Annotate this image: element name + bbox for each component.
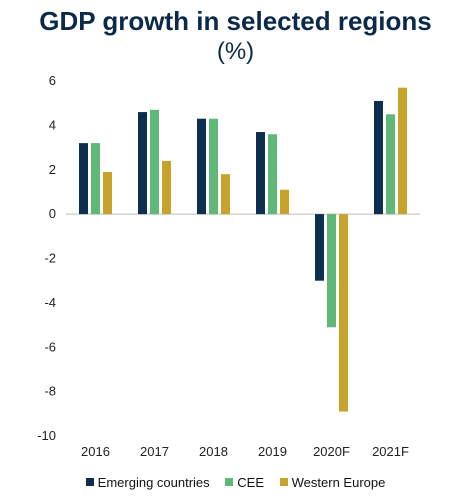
bar-emerging-countries-2018	[197, 118, 206, 215]
y-tick-label: -6	[44, 339, 56, 354]
y-tick-label: -2	[44, 251, 56, 266]
bar-chart: 6 4 2 0 -2 -4 -6 -8 -10 2016 2017 2018 2019 2020F 2021…	[37, 73, 420, 459]
x-tick-label: 2016	[81, 444, 110, 459]
chart-title: GDP growth in selected regions	[39, 6, 432, 36]
bar-western-europe-2020f	[339, 214, 348, 412]
bar-cee-2016	[91, 143, 100, 215]
bar-western-europe-2021f	[398, 87, 407, 215]
y-tick-label: 6	[49, 73, 56, 88]
legend-label-cee: CEE	[237, 474, 265, 490]
x-tick-label: 2020F	[313, 444, 350, 459]
bar-emerging-countries-2019	[256, 132, 265, 215]
y-tick-label: -10	[37, 428, 56, 443]
bar-cee-2019	[268, 134, 277, 215]
x-tick-label: 2019	[258, 444, 287, 459]
bar-emerging-countries-2020f	[315, 214, 324, 281]
bar-cee-2020f	[327, 214, 336, 328]
x-tick-label: 2021F	[372, 444, 409, 459]
y-tick-label: 4	[49, 117, 56, 132]
bar-western-europe-2017	[162, 160, 171, 215]
bar-cee-2017	[150, 109, 159, 215]
legend-swatch-emerging-countries	[85, 478, 94, 486]
x-tick-label: 2017	[140, 444, 169, 459]
bar-emerging-countries-2017	[138, 112, 147, 215]
bar-western-europe-2019	[280, 189, 289, 215]
bar-western-europe-2016	[103, 171, 112, 215]
y-tick-label: -8	[44, 384, 56, 399]
legend-item-western-europe: Western Europe	[279, 474, 386, 490]
bar-western-europe-2018	[221, 174, 230, 215]
y-tick-label: -4	[44, 295, 56, 310]
x-tick-label: 2018	[199, 444, 228, 459]
chart-legend: Emerging countries CEE Western Europe	[0, 474, 471, 490]
legend-label-western-europe: Western Europe	[291, 474, 386, 490]
bar-emerging-countries-2016	[79, 143, 88, 215]
y-tick-label: 2	[49, 162, 56, 177]
bar-cee-2021f	[386, 114, 395, 215]
chart-subtitle: (%)	[216, 38, 255, 65]
y-tick-label: 0	[49, 206, 56, 221]
legend-item-emerging-countries: Emerging countries	[85, 474, 210, 490]
bar-emerging-countries-2021f	[374, 100, 383, 215]
legend-swatch-cee	[225, 478, 234, 486]
legend-label-emerging-countries: Emerging countries	[97, 474, 210, 490]
bar-cee-2018	[209, 118, 218, 215]
legend-item-cee: CEE	[225, 475, 264, 490]
legend-swatch-western-europe	[279, 478, 288, 486]
